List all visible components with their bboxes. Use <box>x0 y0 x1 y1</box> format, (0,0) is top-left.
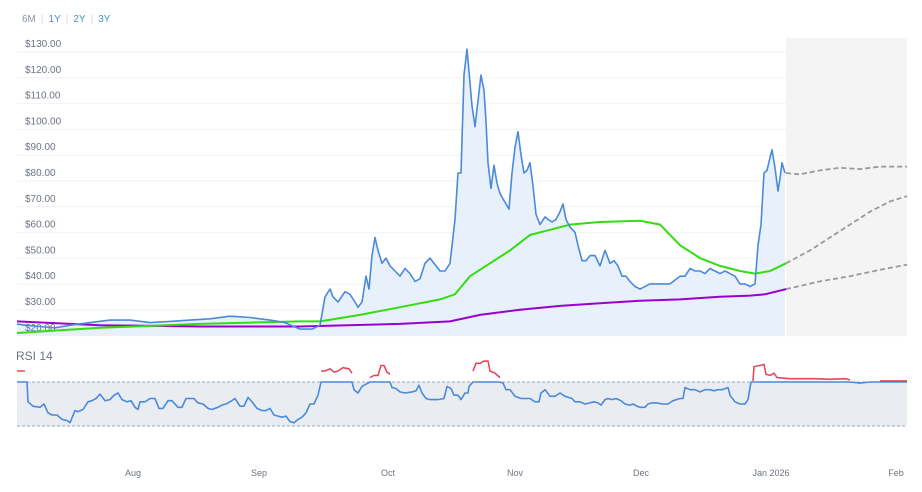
y-tick-label: $80.00 <box>25 168 56 179</box>
y-tick-label: $50.00 <box>25 245 56 256</box>
y-tick-label: $120.00 <box>25 65 62 76</box>
separator: | <box>65 14 69 25</box>
x-tick-label: Sep <box>251 468 267 478</box>
x-tick-label: Nov <box>507 468 524 478</box>
price-area-fill <box>17 49 785 336</box>
x-tick-label: Dec <box>633 468 650 478</box>
y-tick-label: $40.00 <box>25 271 56 282</box>
rsi-line <box>17 381 907 424</box>
y-tick-label: $70.00 <box>25 194 56 205</box>
time-axis-labels: Aug Sep Oct Nov Dec Jan 2026 Feb <box>125 468 904 478</box>
price-axis-labels: $130.00 $120.00 $110.00 $100.00 $90.00 $80.00… <box>25 39 62 334</box>
range-selector: 6M | 1Y | 2Y | 3Y <box>22 14 110 25</box>
y-tick-label: $100.00 <box>25 116 62 127</box>
sma-long-line <box>16 288 787 328</box>
y-tick-label: $130.00 <box>25 39 62 50</box>
price-line <box>16 48 786 330</box>
rsi-band <box>17 382 907 426</box>
x-tick-label: Jan 2026 <box>752 468 789 478</box>
y-tick-label: $20.00 <box>25 323 56 334</box>
range-button-2y[interactable]: 2Y <box>73 14 86 25</box>
range-button-3y[interactable]: 3Y <box>98 14 111 25</box>
forecast-lines <box>785 165 908 290</box>
y-tick-label: $30.00 <box>25 297 56 308</box>
x-tick-label: Oct <box>381 468 396 478</box>
rsi-overbought-segments <box>17 360 907 382</box>
separator: | <box>40 14 44 25</box>
x-tick-label: Feb <box>888 468 904 478</box>
y-tick-label: $90.00 <box>25 142 56 153</box>
y-tick-label: $60.00 <box>25 220 56 231</box>
forecast-line <box>785 263 908 290</box>
range-button-1y[interactable]: 1Y <box>48 14 61 25</box>
y-tick-label: $110.00 <box>25 91 61 102</box>
forecast-line <box>785 195 908 265</box>
x-tick-label: Aug <box>125 468 141 478</box>
range-button-6m[interactable]: 6M <box>22 14 36 25</box>
rsi-title: RSI 14 <box>16 349 53 363</box>
separator: | <box>90 14 94 25</box>
forecast-region <box>786 38 907 336</box>
